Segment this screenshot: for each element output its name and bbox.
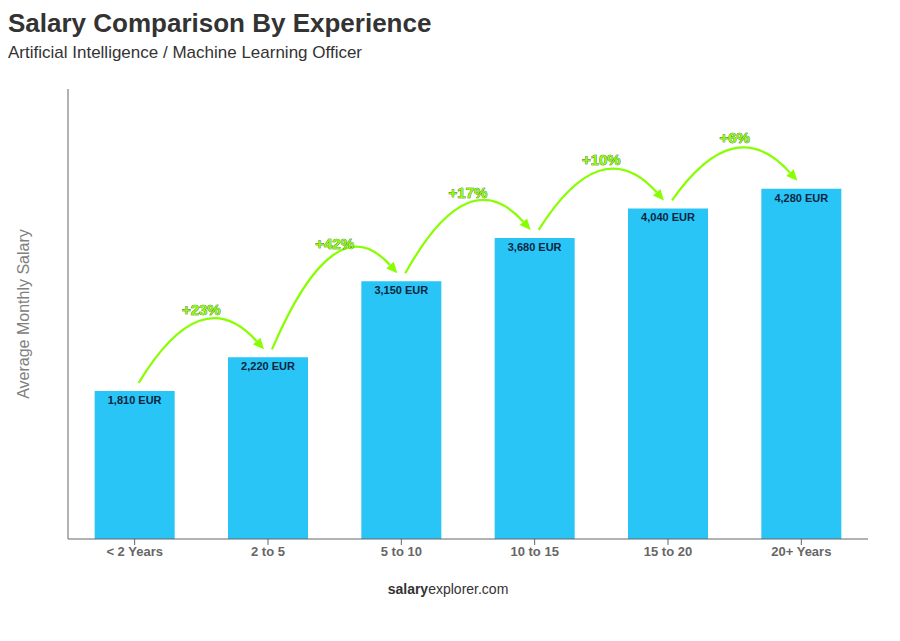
svg-text:+10%: +10% <box>582 151 621 168</box>
svg-text:+6%: +6% <box>719 129 749 146</box>
svg-text:10 to 15: 10 to 15 <box>510 544 558 559</box>
html-text:salary explorer.com: salary explorer.com <box>387 581 509 597</box>
svg-text:Average Monthly Salary: Average Monthly Salary <box>15 229 32 399</box>
svg-text:< 2 Years: < 2 Years <box>106 544 163 559</box>
svg-text:4,040 EUR: 4,040 EUR <box>641 211 695 223</box>
svg-text:3,150 EUR: 3,150 EUR <box>374 284 428 296</box>
svg-text:+17%: +17% <box>449 184 488 201</box>
svg-text:15 to 20: 15 to 20 <box>644 544 692 559</box>
html-text:Salary Comparison By Experienc: Salary Comparison By Experience <box>8 8 432 38</box>
svg-text:2 to 5: 2 to 5 <box>251 544 285 559</box>
svg-text:5 to 10: 5 to 10 <box>381 544 422 559</box>
svg-text:2,220 EUR: 2,220 EUR <box>241 360 295 372</box>
svg-text:1,810 EUR: 1,810 EUR <box>108 394 162 406</box>
svg-text:+23%: +23% <box>182 301 221 318</box>
svg-text:4,280 EUR: 4,280 EUR <box>774 192 828 204</box>
html-text:Artificial Intelligence / Mach: Artificial Intelligence / Machine Learni… <box>8 43 362 62</box>
svg-text:3,680 EUR: 3,680 EUR <box>508 241 562 253</box>
svg-text:20+ Years: 20+ Years <box>771 544 831 559</box>
svg-text:+42%: +42% <box>315 235 354 252</box>
